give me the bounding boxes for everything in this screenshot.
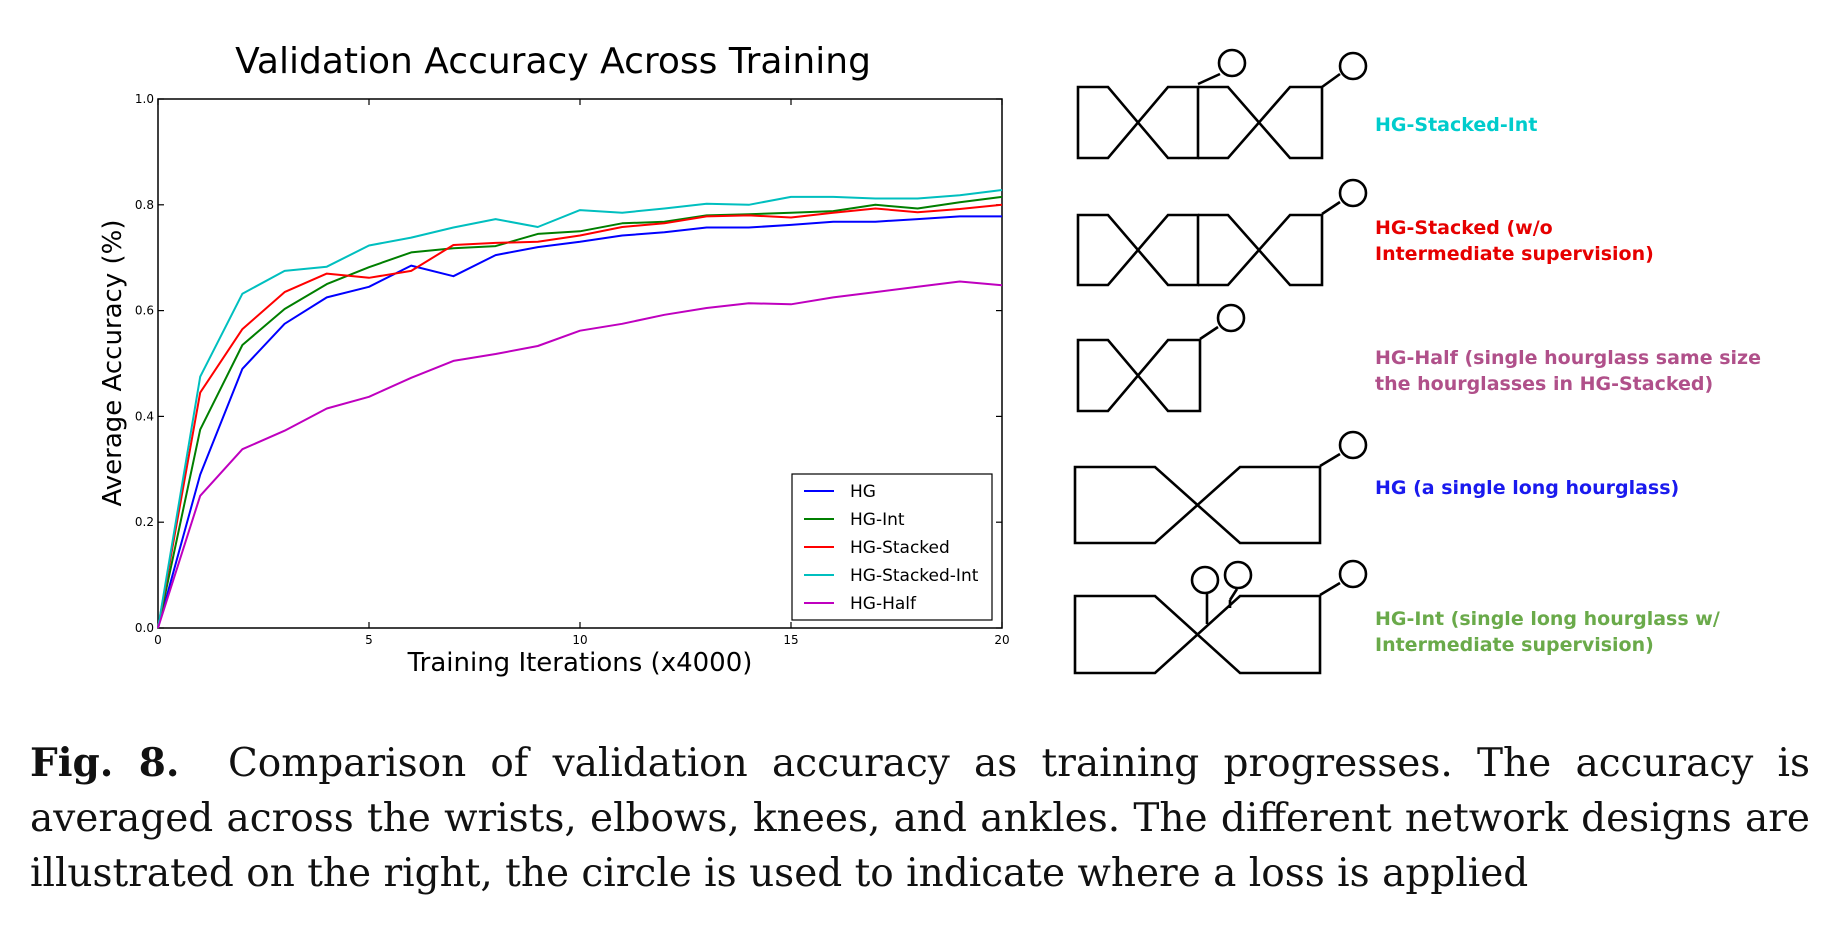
loss-circle [1338,178,1368,208]
diagram-hg-stacked [1076,178,1368,287]
legend-label: HG-Stacked [850,538,950,558]
x-tick-label: 0 [154,633,162,647]
series-line-hg-stacked [157,203,1003,629]
x-tick-label: 15 [783,633,798,647]
loss-circle [1223,560,1253,590]
label-hg-int: HG-Int (single long hourglass w/ Interme… [1375,608,1726,656]
series-line-hg-stacked-int [157,189,1003,629]
diagram-hg-half [1076,303,1246,413]
loss-circle [1216,303,1246,333]
loss-circle [1338,430,1368,460]
legend-label: HG [850,482,876,502]
legend-label: HG-Half [850,594,917,614]
loss-circle [1190,565,1220,595]
diagram-hg-stacked-int [1076,48,1368,160]
legend-label: HG-Int [850,510,905,530]
loss-circle [1217,48,1247,78]
label-hg-stacked-int: HG-Stacked-Int [1375,114,1537,136]
x-tick-label: 20 [994,633,1009,647]
diagram-hg [1073,430,1368,545]
network-diagrams [1073,48,1368,675]
series-line-hg-half [157,280,1003,629]
caption-fig-label: Fig. 8. [30,740,180,786]
caption-text: Comparison of validation accuracy as tra… [30,741,1810,896]
label-hg-half: HG-Half (single hourglass same size the … [1375,347,1768,395]
label-hg: HG (a single long hourglass) [1375,477,1679,499]
y-tick-label: 1.0 [135,92,154,106]
series-line-hg-int [157,195,1003,629]
x-axis-ticks: 0 5 10 15 20 [154,99,1010,647]
label-hg-stacked: HG-Stacked (w/o Intermediate supervision… [1375,217,1654,265]
y-tick-label: 0.4 [135,409,154,423]
legend-label: HG-Stacked-Int [850,566,979,586]
x-axis-label: Training Iterations (x4000) [407,648,753,678]
y-axis-label: Average Accuracy (%) [98,220,128,507]
y-tick-label: 0.6 [135,304,154,318]
y-tick-label: 0.0 [135,621,154,635]
loss-circle [1338,51,1368,81]
diagram-labels: HG-Stacked-Int HG-Stacked (w/o Intermedi… [1375,114,1768,656]
x-tick-label: 10 [572,633,587,647]
accuracy-line-chart: Validation Accuracy Across Training 0.00… [98,41,1010,678]
chart-legend: HG HG-Int HG-Stacked HG-Stacked-Int HG-Half [791,473,993,621]
y-tick-label: 0.2 [135,515,154,529]
y-tick-label: 0.8 [135,198,154,212]
series-lines [157,189,1003,629]
figure-caption: Fig. 8. Comparison of validation accurac… [30,736,1810,901]
y-axis-ticks: 0.0 0.2 0.4 0.6 0.8 1.0 [135,92,1002,635]
chart-title: Validation Accuracy Across Training [235,41,871,82]
diagram-hg-int [1073,559,1368,675]
x-tick-label: 5 [365,633,373,647]
loss-circle [1338,559,1368,589]
series-line-hg [157,215,1002,629]
